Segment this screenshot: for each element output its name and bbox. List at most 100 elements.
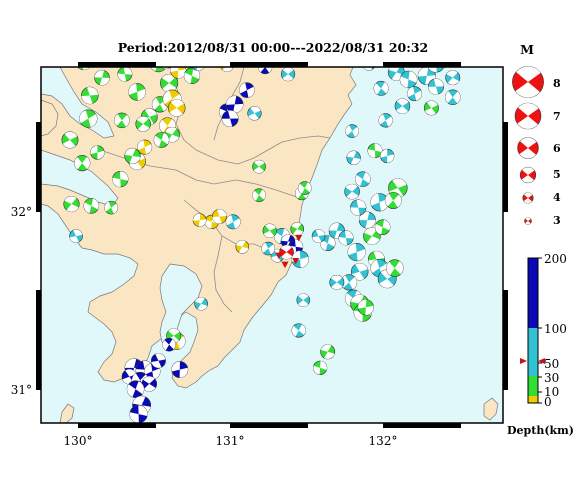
earthquake-beachball — [423, 100, 439, 116]
earthquake-beachball — [347, 243, 366, 262]
koshiki-island — [59, 403, 75, 423]
earthquake-beachball — [79, 109, 98, 128]
earthquake-beachball — [191, 67, 205, 71]
earthquake-beachball — [320, 344, 336, 360]
earthquake-beachball — [261, 241, 276, 256]
earthquake-beachball — [370, 193, 389, 212]
magnitude-legend-symbol — [512, 66, 544, 98]
earthquake-beachball — [61, 131, 79, 149]
station-marker — [275, 252, 283, 260]
earthquake-beachball — [258, 67, 273, 75]
earthquake-beachball — [90, 145, 105, 160]
magnitude-legend-symbols — [512, 66, 544, 225]
lat-tick-label: 32° — [11, 205, 32, 219]
earthquake-beachball — [329, 274, 345, 290]
earthquake-beachball — [444, 89, 461, 106]
earthquake-beachball — [225, 214, 241, 230]
earthquake-beachball — [357, 299, 374, 316]
period-title: Period:2012/08/31 00:00---2022/08/31 20:… — [118, 40, 429, 55]
lon-tick-label: 131° — [216, 434, 245, 448]
magnitude-legend-label: 7 — [553, 110, 561, 123]
earthquake-beachball — [126, 380, 145, 398]
earthquake-beachball — [69, 229, 83, 243]
magnitude-legend-label: 4 — [553, 191, 561, 204]
lon-tick-label: 132° — [369, 434, 398, 448]
depth-tick-label: 0 — [544, 395, 552, 409]
earthquake-beachball — [445, 70, 461, 86]
depth-tick-label: 100 — [544, 322, 567, 336]
earthquake-beachball — [311, 229, 326, 243]
depth-band-deep — [528, 258, 538, 328]
depth-band-surface — [528, 396, 538, 403]
frame-tick — [383, 423, 461, 428]
frame-tick — [78, 62, 156, 67]
earthquake-beachball — [137, 139, 153, 155]
earthquake-beachball — [344, 183, 360, 200]
earthquake-beachball — [363, 227, 381, 245]
earthquake-beachball — [290, 222, 305, 236]
frame-tick — [383, 62, 461, 67]
frame-tick — [78, 423, 156, 428]
earthquake-beachball — [162, 337, 176, 352]
depth-tick-label: 50 — [544, 357, 559, 371]
earthquake-beachball — [338, 230, 354, 246]
earthquake-beachball — [252, 188, 266, 202]
station-marker — [281, 261, 289, 269]
earthquake-beachball — [262, 223, 277, 238]
earthquake-beachball — [374, 219, 391, 235]
earthquake-beachball — [74, 155, 91, 172]
earthquake-beachball — [312, 360, 328, 375]
earthquake-beachball — [296, 293, 311, 307]
depth-legend: 200 100 50 30 10 0 Depth(km) — [507, 252, 574, 437]
earthquake-beachball — [221, 110, 239, 128]
earthquake-beachball — [380, 148, 395, 164]
depth-band-shallow — [528, 376, 538, 396]
earthquake-beachball — [94, 69, 110, 86]
yatsushiro-sea — [41, 149, 119, 207]
earthquake-beachball — [358, 211, 376, 229]
earthquake-beachball — [114, 112, 130, 129]
border-line — [213, 235, 233, 313]
magnitude-legend-symbol — [524, 217, 532, 225]
frame-tick — [230, 62, 308, 67]
earthquake-beachball — [399, 70, 418, 89]
depth-marker-right — [538, 358, 545, 364]
earthquake-beachball — [128, 83, 146, 101]
magnitude-legend-symbol — [517, 137, 539, 159]
earthquake-beachball — [225, 95, 244, 114]
magnitude-legend-label: 8 — [553, 77, 561, 90]
earthquake-beachball — [407, 86, 423, 102]
depth-marker-left — [520, 358, 527, 364]
amakusa-island — [41, 99, 59, 137]
earthquake-beachball — [252, 159, 266, 174]
earthquake-beachball — [167, 99, 186, 117]
border-line — [195, 135, 331, 165]
frame-tick — [230, 423, 308, 428]
earthquake-beachball — [291, 323, 306, 338]
mainshock-beachball — [279, 244, 294, 260]
earthquake-beachball — [427, 78, 445, 95]
earthquake-beachball — [386, 259, 404, 277]
earthquake-beachball — [350, 199, 367, 216]
depth-legend-label: Depth(km) — [507, 424, 574, 437]
magnitude-legend-label: 5 — [553, 168, 561, 181]
depth-tick-label: 10 — [544, 385, 559, 399]
earthquake-beachball — [112, 171, 129, 188]
station-marker — [292, 258, 300, 265]
depth-band-mid — [528, 328, 538, 376]
depth-bar-frame — [527, 257, 539, 404]
earthquake-beachball — [117, 67, 133, 82]
earthquake-beachball — [194, 296, 208, 311]
depth-tick-label: 30 — [544, 371, 559, 385]
magnitude-legend-heading: M — [520, 42, 534, 57]
earthquake-beachball — [239, 82, 255, 98]
earthquake-beachball — [124, 147, 141, 165]
land-layer — [41, 67, 499, 423]
earthquake-beachball — [354, 171, 371, 187]
earthquake-beachball — [346, 150, 361, 165]
magnitude-legend-label: 3 — [553, 214, 561, 227]
frame-tick — [36, 122, 41, 212]
earthquake-beachball — [350, 262, 369, 281]
earthquake-beachball — [235, 239, 250, 254]
